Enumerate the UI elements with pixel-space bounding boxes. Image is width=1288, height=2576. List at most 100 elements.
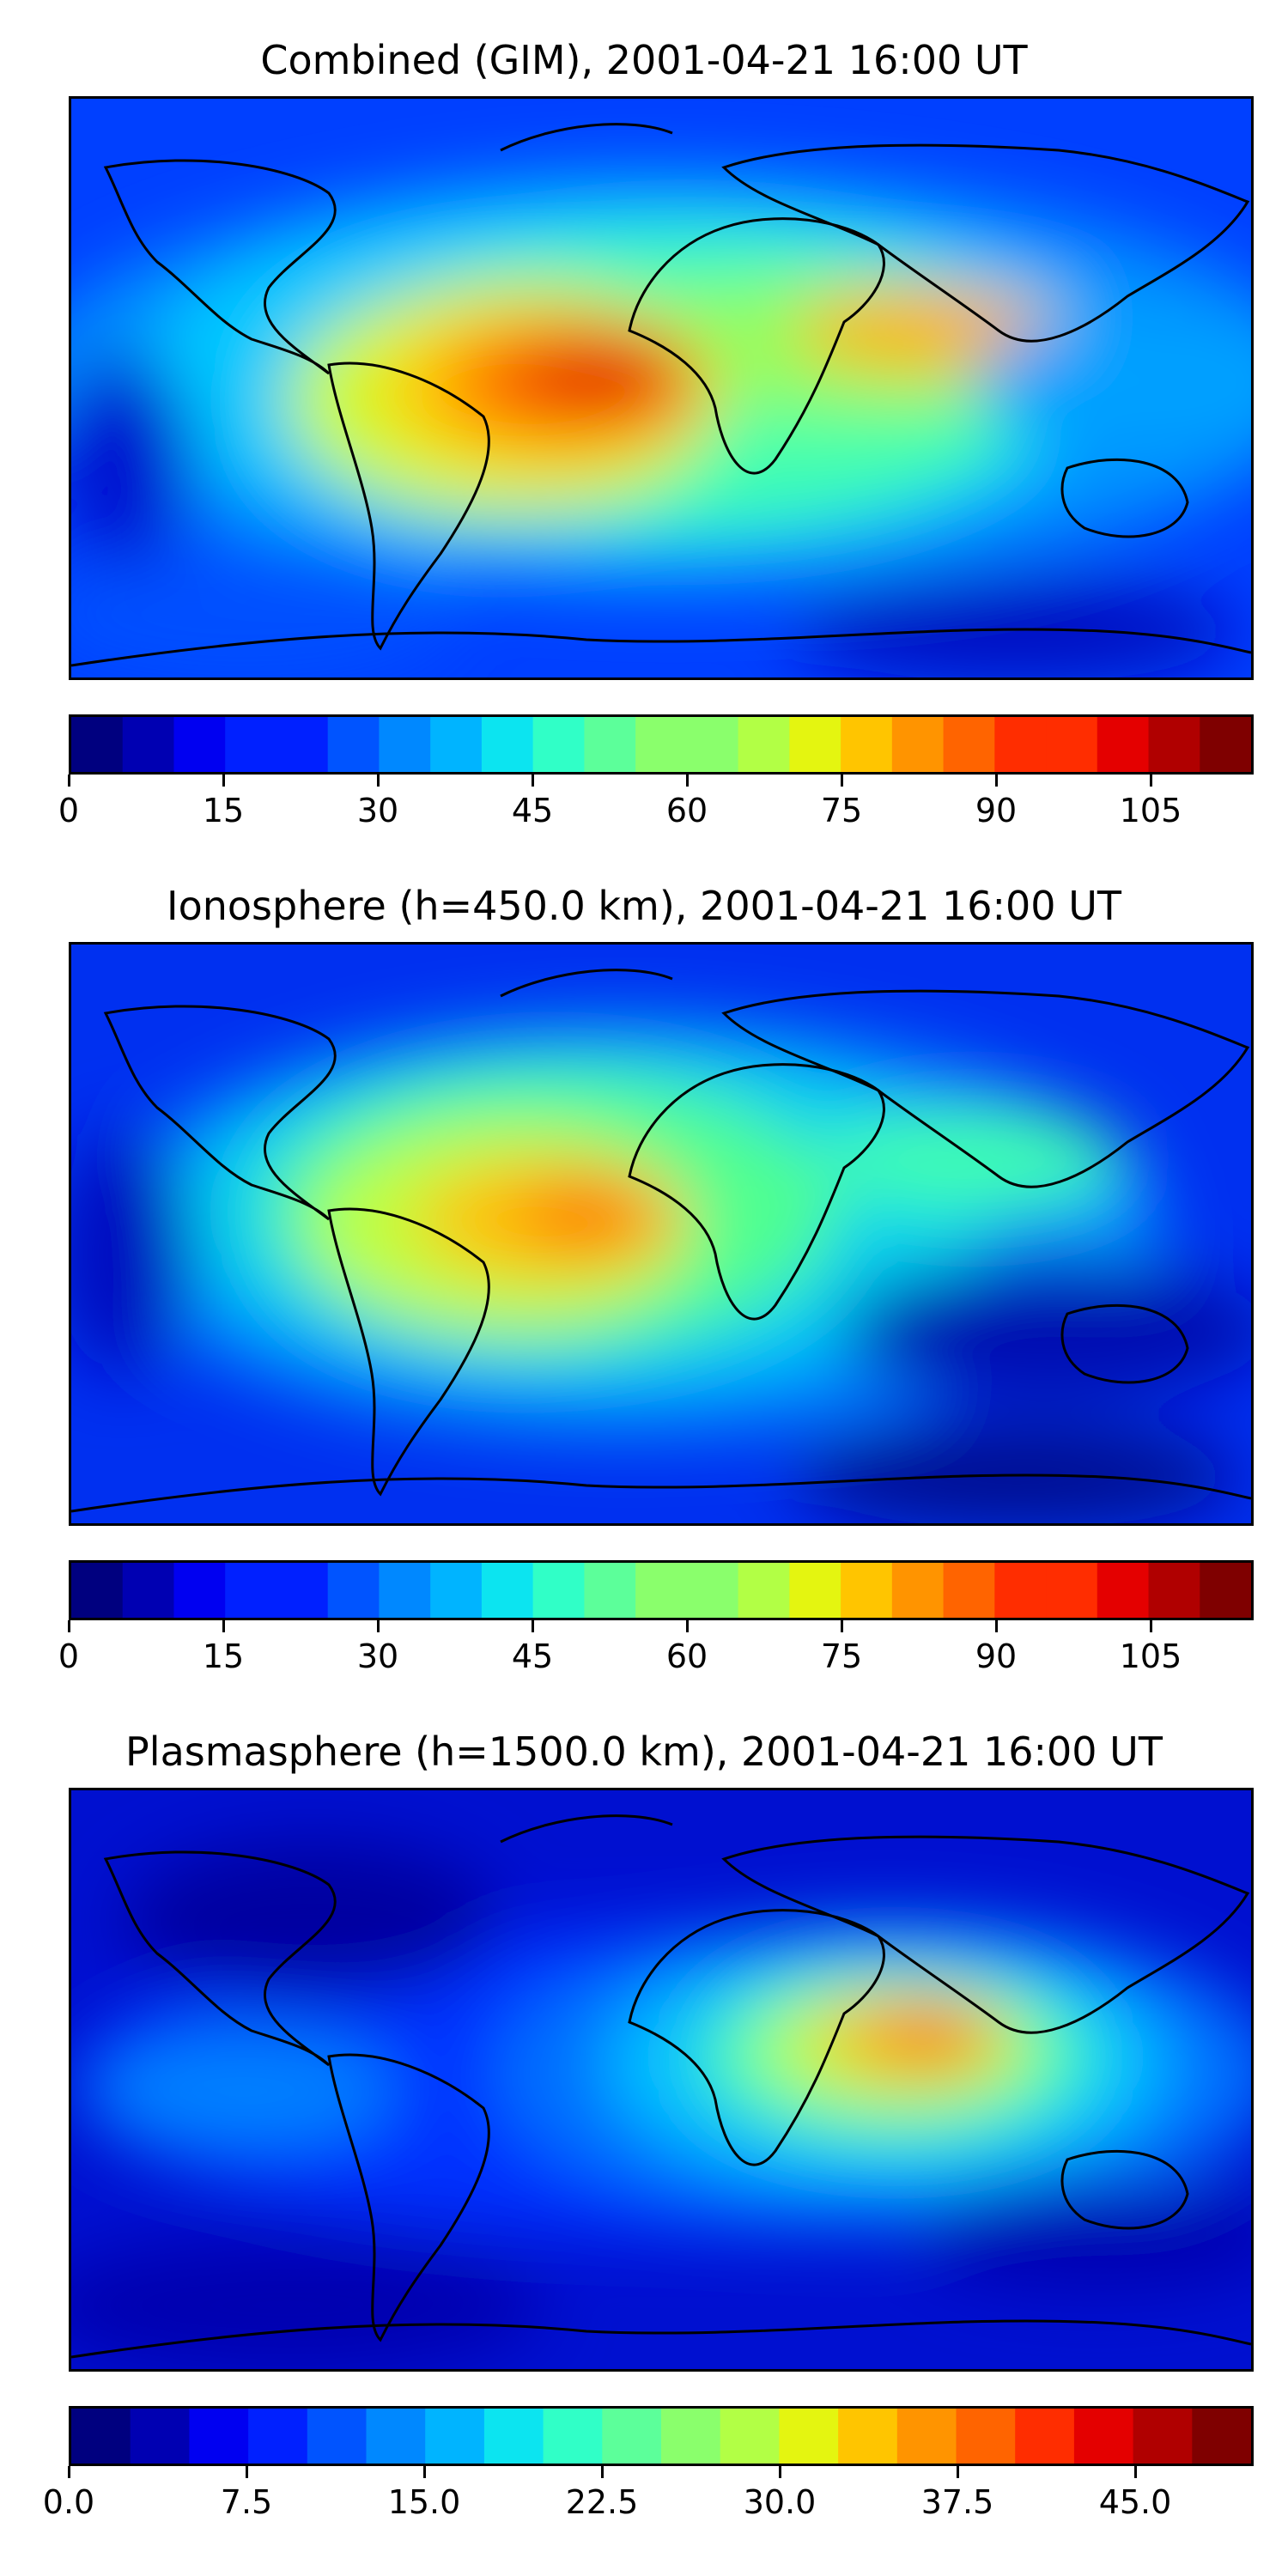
colorbar-ticks: 0 15 30 45 60 75 90 105	[58, 1620, 1254, 1675]
tick-label: 15.0	[387, 2483, 461, 2521]
colorbar-segment	[1148, 717, 1200, 772]
colorbar-segment	[276, 1563, 329, 1618]
colorbar-ticks: 0.0 7.5 15.0 22.5 30.0 37.5 45.0	[43, 2466, 1254, 2521]
tick-mark	[68, 775, 70, 787]
tick-label: 60	[665, 792, 708, 829]
tick-label: 45.0	[1098, 2483, 1172, 2521]
tick-mark	[423, 2466, 426, 2478]
map-title: Combined (GIM), 2001-04-21 16:00 UT	[260, 37, 1028, 83]
colorbar-segment	[738, 1563, 790, 1618]
colorbar-segment	[483, 2409, 544, 2464]
tick-label: 45	[511, 1637, 554, 1675]
colorbar-segment	[532, 717, 585, 772]
colorbar-segment	[173, 717, 226, 772]
colorbar-segment	[686, 717, 739, 772]
colorbar-segment	[602, 2409, 662, 2464]
colorbar-segment	[366, 2409, 426, 2464]
colorbar-segment	[720, 2409, 780, 2464]
tick-mark	[1150, 1620, 1152, 1632]
colorbar-segment	[430, 717, 483, 772]
tick-mark	[1134, 2466, 1137, 2478]
colorbar-segment	[994, 717, 1047, 772]
colorbar-segment	[481, 1563, 534, 1618]
tick-label: 37.5	[920, 2483, 994, 2521]
colorbar-segment	[789, 717, 841, 772]
ionosphere-tec-map	[69, 942, 1254, 1526]
colorbar-segment	[1015, 2409, 1075, 2464]
colorbar-segment	[481, 717, 534, 772]
tick-label: 105	[1119, 1637, 1182, 1675]
tick-label: 0	[58, 1637, 80, 1675]
colorbar-segment	[379, 1563, 431, 1618]
colorbar-segment	[1200, 1563, 1251, 1618]
colorbar-segment	[841, 717, 893, 772]
colorbar-segment	[896, 2409, 957, 2464]
colorbar-ticks: 0 15 30 45 60 75 90 105	[58, 775, 1254, 829]
tick-mark	[68, 1620, 70, 1632]
tick-label: 75	[820, 1637, 863, 1675]
tick-mark	[841, 1620, 843, 1632]
colorbar-segment	[738, 717, 790, 772]
colorbar-segment	[1200, 717, 1251, 772]
colorbar	[69, 714, 1254, 775]
tick-label: 7.5	[220, 2483, 273, 2521]
colorbar-segment	[841, 1563, 893, 1618]
colorbar-segment	[891, 717, 945, 772]
tick-mark	[377, 1620, 380, 1632]
colorbar-segment	[994, 1563, 1047, 1618]
colorbar-segment	[838, 2409, 898, 2464]
colorbar-segment	[1192, 2409, 1251, 2464]
colorbar-segment	[543, 2409, 603, 2464]
map-title: Plasmasphere (h=1500.0 km), 2001-04-21 1…	[125, 1728, 1163, 1775]
colorbar-segment	[532, 1563, 585, 1618]
colorbar-segment	[956, 2409, 1016, 2464]
tick-mark	[601, 2466, 604, 2478]
colorbar-segment	[943, 1563, 995, 1618]
plasmasphere-tec-map	[69, 1788, 1254, 2372]
colorbar-segment	[307, 2409, 368, 2464]
tick-mark	[222, 1620, 225, 1632]
colorbar-segment	[130, 2409, 190, 2464]
colorbar-segment	[327, 1563, 380, 1618]
tick-label: 105	[1119, 792, 1182, 829]
colorbar-segment	[173, 1563, 226, 1618]
map-title: Ionosphere (h=450.0 km), 2001-04-21 16:0…	[167, 883, 1121, 929]
tick-mark	[377, 775, 380, 787]
colorbar-segment	[71, 2409, 131, 2464]
colorbar-segment	[71, 1563, 124, 1618]
tick-mark	[995, 775, 998, 787]
combined-tec-map	[69, 96, 1254, 680]
colorbar-segment	[943, 717, 995, 772]
tick-mark	[779, 2466, 781, 2478]
colorbar-segment	[1097, 1563, 1150, 1618]
colorbar-segment	[430, 1563, 483, 1618]
colorbar-segment	[1073, 2409, 1134, 2464]
tick-label: 0.0	[42, 2483, 95, 2521]
colorbar-segment	[789, 1563, 841, 1618]
tick-mark	[686, 775, 689, 787]
colorbar-segment	[584, 717, 636, 772]
tick-mark	[957, 2466, 959, 2478]
coastlines	[71, 123, 1251, 667]
colorbar-segment	[425, 2409, 485, 2464]
tick-label: 90	[975, 792, 1018, 829]
tick-label: 60	[665, 1637, 708, 1675]
colorbar-segment	[1133, 2409, 1193, 2464]
tick-mark	[995, 1620, 998, 1632]
coastlines	[71, 1814, 1251, 2359]
tick-mark	[686, 1620, 689, 1632]
colorbar-segment	[189, 2409, 249, 2464]
colorbar	[69, 1560, 1254, 1620]
tick-label: 45	[511, 792, 554, 829]
colorbar-segment	[1148, 1563, 1200, 1618]
tick-mark	[222, 775, 225, 787]
colorbar-segment	[891, 1563, 945, 1618]
tick-label: 15	[202, 1637, 245, 1675]
tick-label: 30	[356, 1637, 399, 1675]
tick-label: 90	[975, 1637, 1018, 1675]
tick-label: 30	[356, 792, 399, 829]
colorbar-segment	[635, 717, 688, 772]
colorbar-segment	[1046, 1563, 1098, 1618]
colorbar-segment	[122, 717, 175, 772]
colorbar-segment	[327, 717, 380, 772]
